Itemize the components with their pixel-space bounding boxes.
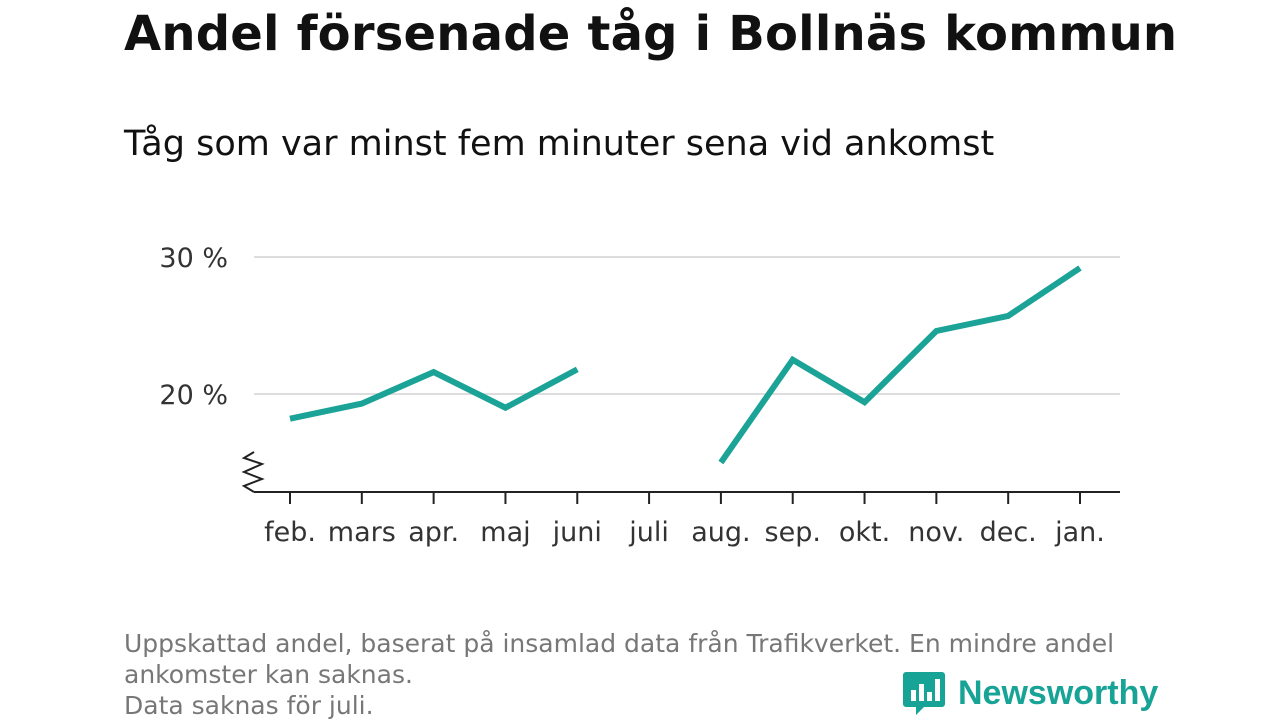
- axis-break-icon: [241, 451, 265, 493]
- x-tick-label: juni: [552, 517, 602, 548]
- newsworthy-logo-icon: [903, 672, 945, 715]
- x-tick-label: mars: [328, 517, 396, 548]
- x-tick-label: nov.: [908, 517, 964, 548]
- series: [289, 265, 1082, 465]
- x-tick-label: jan.: [1054, 517, 1105, 548]
- x-tick-label: okt.: [839, 517, 890, 548]
- footnote-line-2: ankomster kan saknas.: [124, 660, 413, 689]
- chart-title: Andel försenade tåg i Bollnäs kommun: [124, 6, 1178, 62]
- brand[interactable]: Newsworthy: [902, 670, 1158, 716]
- gridlines: [254, 256, 1120, 395]
- footnote-line-3: Data saknas för juli.: [124, 691, 374, 720]
- y-tick-label: 30 %: [159, 243, 228, 274]
- y-tick-label: 20 %: [159, 380, 228, 411]
- x-tick-label: maj: [480, 517, 530, 548]
- x-tick-label: apr.: [408, 517, 459, 548]
- x-tick-label: sep.: [765, 517, 821, 548]
- footnote: Uppskattad andel, baserat på insamlad da…: [124, 628, 1164, 720]
- series-line: [289, 366, 579, 422]
- x-tick-label: feb.: [264, 517, 316, 548]
- x-tick-label: dec.: [980, 517, 1037, 548]
- series-line: [718, 265, 1082, 465]
- x-tick-label: juli: [628, 517, 669, 548]
- x-tick-label: aug.: [691, 517, 750, 548]
- footnote-line-1: Uppskattad andel, baserat på insamlad da…: [124, 629, 1115, 658]
- axes: 20 % 30 % feb. mars apr. maj juni juli aug. sep. o…: [159, 243, 1120, 548]
- chart-subtitle: Tåg som var minst fem minuter sena vid a…: [124, 124, 995, 164]
- brand-name: Newsworthy: [958, 673, 1159, 712]
